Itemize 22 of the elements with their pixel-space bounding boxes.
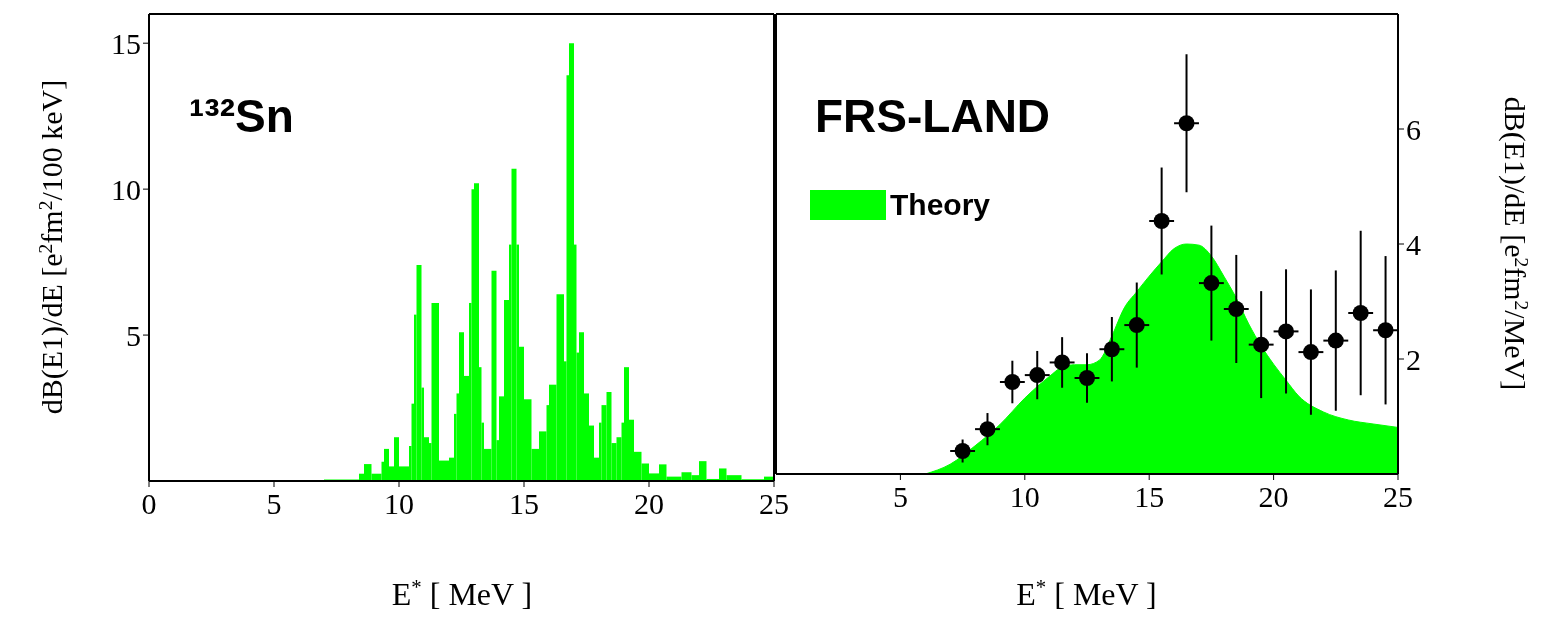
x-axis-title: E$^{*}$ [ MeV ] — [391, 574, 533, 612]
x-tick-label: 20 — [634, 487, 664, 521]
legend-label: Theory — [890, 188, 991, 222]
x-tick-label: 15 — [509, 487, 539, 521]
y2-tick-label: 2 — [1406, 342, 1421, 376]
x-tick-label: 10 — [1009, 480, 1040, 514]
y2-tick-label: 4 — [1406, 227, 1421, 261]
x-axis-title: E$^{*}$ [ MeV ] — [1016, 574, 1157, 612]
y-tick-label: 5 — [126, 318, 141, 352]
annotation: ¹³²Sn — [189, 90, 294, 142]
annotation: FRS-LAND — [815, 90, 1051, 142]
x-tick-label: 15 — [1134, 480, 1165, 514]
x-tick-label: 10 — [384, 487, 414, 521]
y2-tick-label: 6 — [1406, 112, 1421, 146]
x-tick-label: 25 — [759, 487, 789, 521]
x-tick-label: 0 — [141, 487, 157, 521]
y-tick-label: 15 — [111, 26, 141, 60]
x-tick-label: 25 — [1383, 480, 1413, 514]
x-tick-label: 20 — [1258, 480, 1289, 514]
y-tick-label: 10 — [111, 172, 141, 206]
x-tick-label: 5 — [266, 487, 282, 521]
x-tick-label: 5 — [892, 480, 908, 514]
